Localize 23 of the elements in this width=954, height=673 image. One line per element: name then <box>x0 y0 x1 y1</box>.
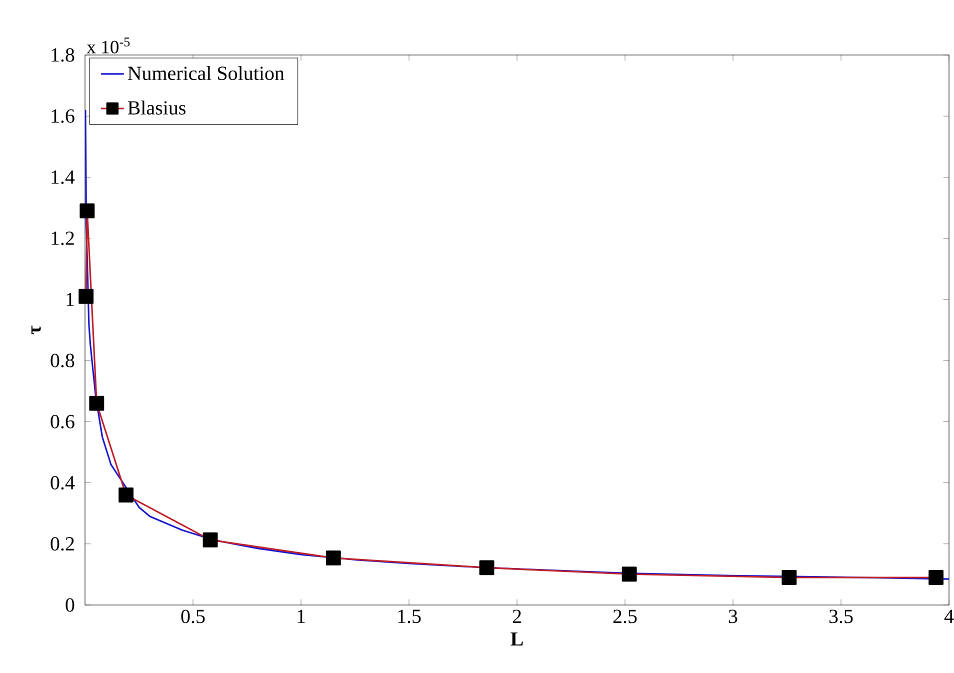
y-tick-label: 1.6 <box>52 109 74 123</box>
legend-label: Numerical Solution <box>128 66 284 80</box>
y-tick-label: 1.8 <box>52 48 74 62</box>
x-tick-label: 3.5 <box>829 610 853 624</box>
y-tick-label: 0.4 <box>50 476 75 490</box>
y-tick-label: 1.2 <box>52 232 74 246</box>
x-tick-label: 2 <box>512 610 521 623</box>
y-tick-label: 0.8 <box>50 354 74 368</box>
y-tick-label: 1 <box>66 292 74 306</box>
x-tick-label: 1 <box>298 610 305 623</box>
x-tick-label: 0.5 <box>181 610 205 624</box>
x-tick-label: 1.5 <box>398 610 421 624</box>
y-tick-label: 1.4 <box>52 170 75 184</box>
x-axis-title: L <box>510 632 523 646</box>
x-tick-label: 2.5 <box>613 610 637 624</box>
text: x 10$^{-5}$ <box>86 38 130 54</box>
x-tick-label: 3 <box>728 610 738 624</box>
legend-label: Blasius <box>128 100 186 115</box>
y-tick-label: 0.6 <box>50 414 74 428</box>
y-axis-title: τ <box>31 326 41 334</box>
x-tick-label: 4 <box>944 610 954 623</box>
y-tick-label: 0.2 <box>50 537 74 551</box>
y-tick-label: 0 <box>66 598 74 612</box>
